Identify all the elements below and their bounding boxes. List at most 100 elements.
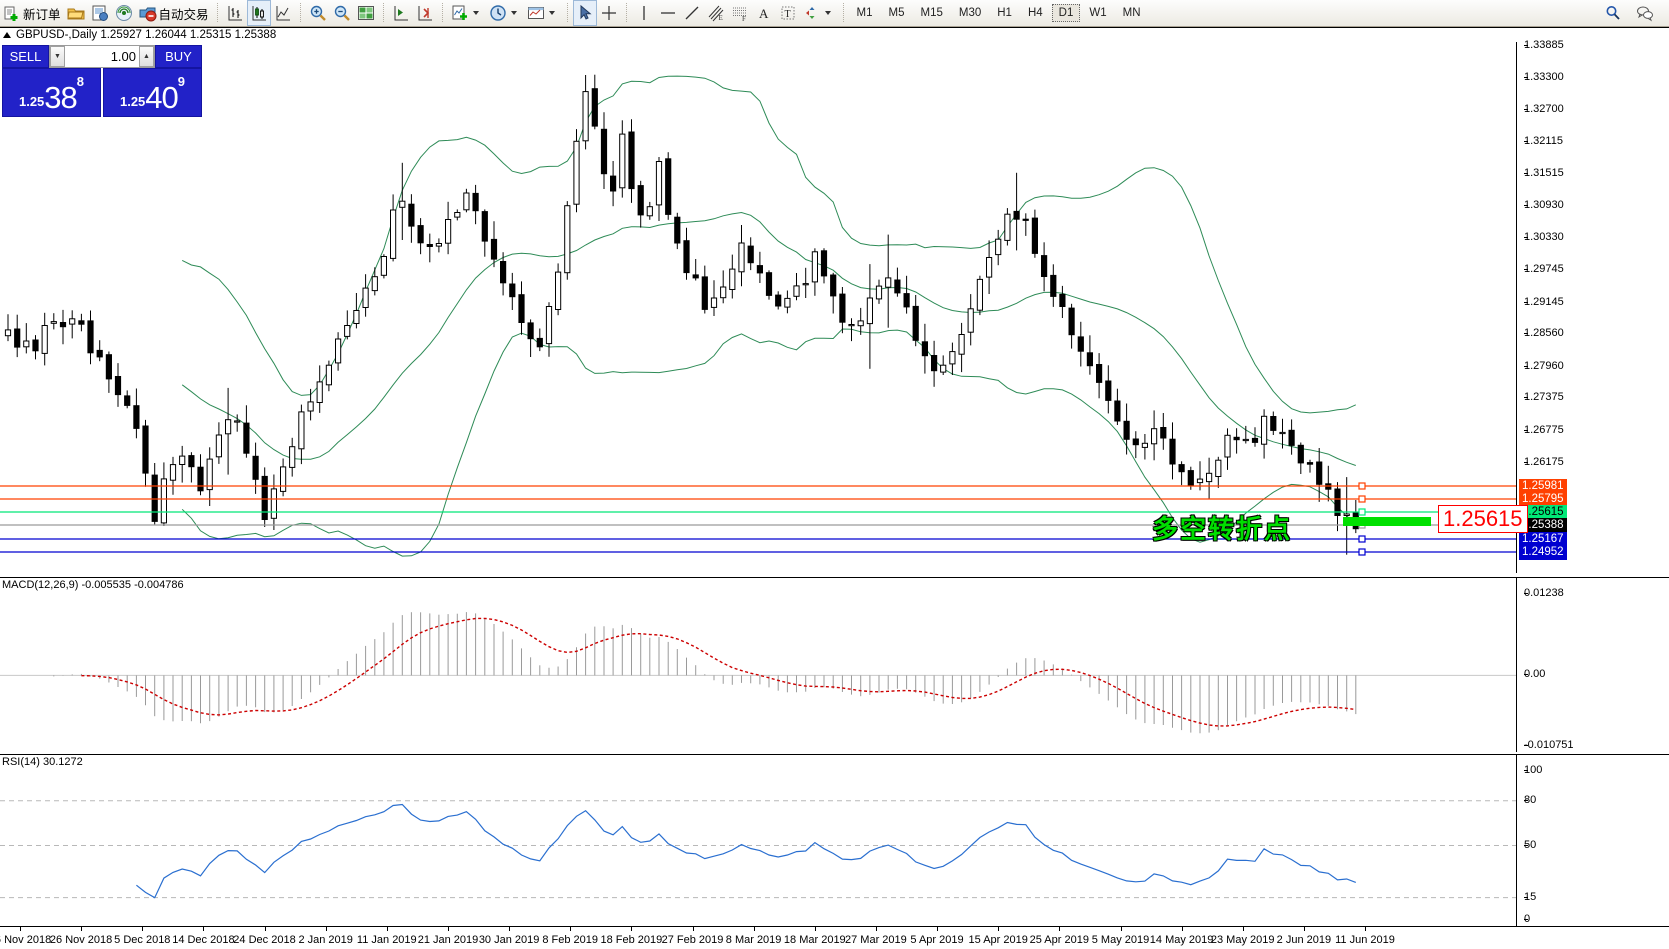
crosshair-button[interactable] — [597, 1, 621, 25]
trendline-button[interactable] — [680, 1, 704, 25]
toolbar-divider-2 — [299, 3, 301, 23]
indicators-dropdown-caret[interactable] — [472, 11, 479, 15]
macd-axis[interactable]: 0.01238 0.00 -0.010751 — [1516, 578, 1669, 752]
rsi-pane[interactable]: RSI(14) 30.1272 100 80 50 15 0 16 Nov 201826… — [0, 754, 1669, 949]
chat-button[interactable] — [1633, 1, 1657, 25]
price-plot[interactable] — [0, 42, 1516, 573]
one-click-trading-panel[interactable]: SELL ▼ 1.00 ▲ BUY 1.25 38 8 1.25 40 9 — [2, 45, 202, 117]
buy-price-box[interactable]: 1.25 40 9 — [103, 68, 202, 117]
search-icon — [1604, 4, 1622, 22]
auto-scroll-icon — [416, 4, 434, 22]
price-level-tag-5[interactable]: 1.24952 — [1519, 545, 1567, 560]
lot-decrease-button[interactable]: ▼ — [50, 46, 65, 67]
price-axis[interactable]: 1.33885 1.33300 1.32700 1.32115 1.31515 1.309… — [1516, 39, 1669, 573]
lot-increase-button[interactable]: ▲ — [139, 46, 154, 67]
text-button[interactable]: A — [752, 1, 776, 25]
date-tick-label: 27 Feb 2019 — [661, 934, 724, 946]
timeframe-button-m1[interactable]: M1 — [856, 7, 873, 19]
sell-button[interactable]: SELL — [2, 45, 49, 68]
price-level-tag-0[interactable]: 1.25981 — [1519, 479, 1567, 494]
toolbar-divider-7 — [842, 3, 844, 23]
date-tick-label: 30 Jan 2019 — [478, 934, 540, 946]
shapes-button[interactable] — [800, 1, 838, 25]
price-level-tag-1[interactable]: 1.25795 — [1519, 492, 1567, 507]
price-level-tag-4[interactable]: 1.25167 — [1519, 532, 1567, 547]
price-tick: 1.29145 — [1524, 295, 1564, 308]
timeframe-button-h4[interactable]: H4 — [1027, 7, 1043, 19]
line-chart-button[interactable] — [271, 1, 295, 25]
equidistant-channel-button[interactable]: E — [704, 1, 728, 25]
candlestick-chart-button[interactable] — [246, 0, 271, 26]
text-label-button[interactable]: T — [776, 1, 800, 25]
timeframe-button-w1[interactable]: W1 — [1089, 7, 1107, 19]
timeframe-button-m15[interactable]: M15 — [920, 7, 943, 19]
vertical-line-button[interactable] — [632, 1, 656, 25]
tile-windows-button[interactable] — [354, 1, 378, 25]
zoom-out-button[interactable] — [330, 1, 354, 25]
new-order-label: 新订单 — [23, 7, 61, 22]
price-pane[interactable]: 1.33885 1.33300 1.32700 1.32115 1.31515 1.309… — [0, 39, 1669, 573]
broadcast-button[interactable] — [112, 1, 136, 25]
folder-icon — [66, 4, 85, 22]
rsi-tick: 80 — [1524, 793, 1537, 806]
search-button[interactable] — [1601, 1, 1625, 25]
chart-shift-button[interactable] — [389, 1, 413, 25]
timeframe-button-m5[interactable]: M5 — [888, 7, 905, 19]
auto-trading-label: 自动交易 — [158, 7, 209, 22]
timeframe-button-d1[interactable]: D1 — [1051, 4, 1081, 22]
rsi-axis[interactable]: 100 80 50 15 0 — [1516, 755, 1669, 927]
templates-dropdown-caret[interactable] — [548, 11, 555, 15]
rsi-tick: 100 — [1524, 764, 1543, 776]
new-order-icon — [3, 4, 21, 22]
horizontal-line-button[interactable] — [656, 1, 680, 25]
fibonacci-button[interactable]: F — [728, 1, 752, 25]
price-level-tag-2[interactable]: 1.25615 — [1519, 505, 1567, 520]
bar-chart-button[interactable] — [223, 1, 247, 25]
equidistant-channel-icon: E — [707, 4, 725, 22]
date-tick-mark — [20, 927, 21, 931]
buy-price-sup: 9 — [177, 74, 186, 89]
timeframe-group: M1 M5 M15 M30 H1 H4 D1 W1 MN — [849, 4, 1149, 22]
new-order-button[interactable]: 新订单 — [0, 1, 64, 25]
price-level-tag-3[interactable]: 1.25388 — [1519, 518, 1567, 533]
auto-scroll-button[interactable] — [413, 1, 437, 25]
chart-collapse-icon[interactable] — [3, 32, 11, 38]
clock-icon — [489, 4, 507, 22]
chart-window[interactable]: GBPUSD-,Daily 1.25927 1.26044 1.25315 1.… — [0, 27, 1669, 949]
cursor-button[interactable] — [572, 0, 597, 26]
lot-size-stepper[interactable]: ▼ 1.00 ▲ — [49, 45, 155, 68]
templates-button[interactable] — [524, 1, 562, 25]
date-tick-mark — [509, 927, 511, 931]
rsi-plot[interactable] — [0, 755, 1516, 927]
main-toolbar: 新订单 — [0, 0, 1669, 27]
buy-price-prefix: 1.25 — [119, 94, 146, 109]
rsi-tick: 15 — [1524, 890, 1537, 903]
macd-pane[interactable]: MACD(12,26,9) -0.005535 -0.004786 0.0123… — [0, 577, 1669, 752]
shapes-dropdown-caret[interactable] — [824, 11, 831, 15]
date-tick-mark — [386, 927, 388, 931]
date-tick-mark — [1365, 927, 1366, 931]
folder-button[interactable] — [64, 1, 88, 25]
price-tick: 1.26175 — [1524, 456, 1564, 469]
timeframe-button-h1[interactable]: H1 — [997, 7, 1012, 19]
timeframe-button-mn[interactable]: MN — [1122, 7, 1141, 19]
indicators-button[interactable] — [448, 1, 486, 25]
period-button[interactable] — [486, 1, 524, 25]
lot-size-input[interactable]: 1.00 — [110, 49, 136, 64]
zoom-in-button[interactable] — [306, 1, 330, 25]
trendline-icon — [683, 4, 701, 22]
price-tick: 1.32115 — [1524, 134, 1563, 147]
sell-price-box[interactable]: 1.25 38 8 — [2, 68, 101, 117]
buy-button[interactable]: BUY — [155, 45, 202, 68]
macd-label: MACD(12,26,9) -0.005535 -0.004786 — [2, 579, 184, 591]
timeframe-button-m30[interactable]: M30 — [958, 7, 982, 19]
zoom-out-icon — [333, 4, 351, 22]
profiles-button[interactable] — [88, 1, 112, 25]
fibonacci-icon: F — [731, 4, 749, 23]
auto-trading-button[interactable]: 自动交易 — [136, 1, 212, 25]
svg-text:A: A — [759, 6, 769, 21]
macd-plot[interactable] — [0, 578, 1516, 752]
toolbar-divider — [216, 3, 218, 23]
period-dropdown-caret[interactable] — [510, 11, 517, 15]
